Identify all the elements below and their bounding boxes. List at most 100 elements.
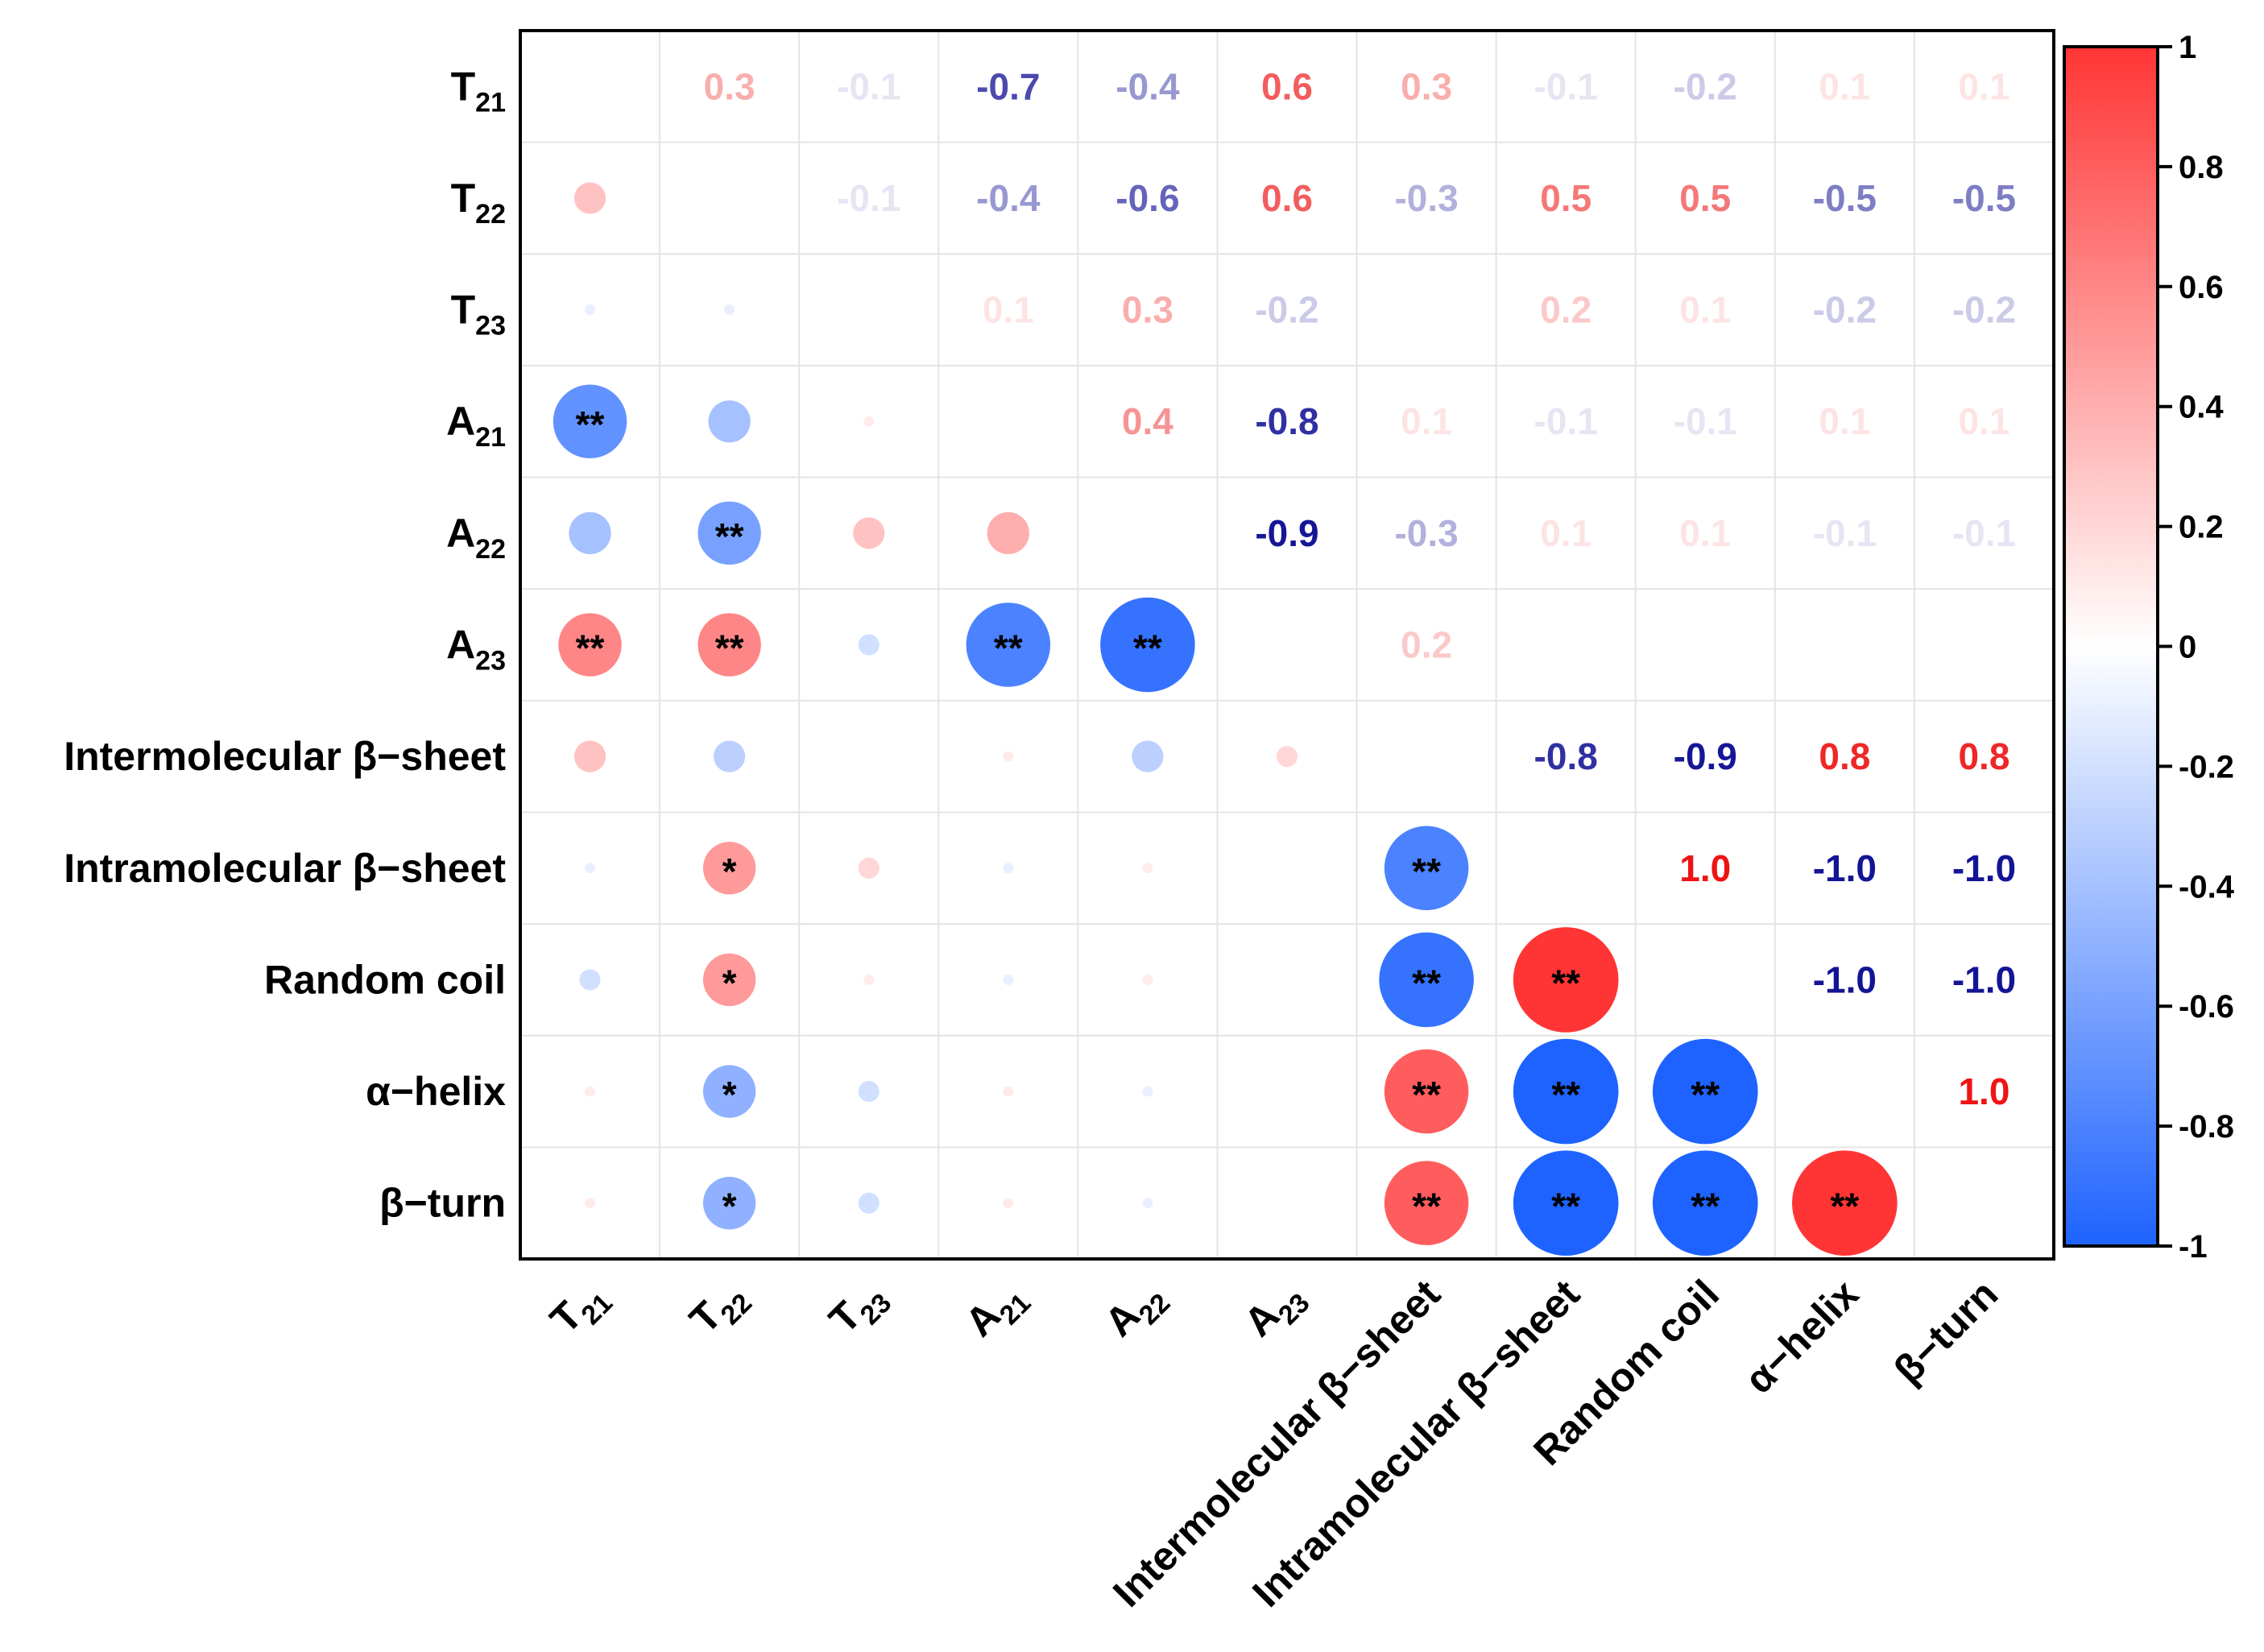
correlation-circle [702, 1177, 756, 1230]
correlation-circle [702, 1065, 756, 1118]
correlation-circle [987, 511, 1029, 554]
correlation-value: -0.2 [1255, 289, 1318, 331]
correlation-circle [585, 1198, 596, 1209]
correlation-circle [1003, 974, 1014, 985]
grid-lines [520, 31, 2054, 1259]
correlation-circle [1285, 1201, 1289, 1205]
correlation-circle [1384, 1049, 1469, 1134]
correlation-value: 0.6 [1261, 65, 1313, 107]
correlation-circle [573, 740, 606, 772]
correlation-value: 0.3 [704, 65, 755, 107]
x-axis-label: A22 [1096, 1271, 1177, 1352]
correlation-value: -1.0 [1952, 958, 2016, 1000]
colorbar-tick-label: 0.2 [2179, 510, 2224, 545]
correlation-value: -1.0 [1813, 847, 1877, 889]
correlation-value: -0.9 [1674, 735, 1737, 777]
correlation-value: 0.6 [1261, 177, 1313, 219]
y-axis-label: α−helix [366, 1069, 506, 1114]
significance-marker: ** [1412, 962, 1441, 1004]
correlation-circle [1276, 746, 1298, 768]
correlation-circle [579, 969, 601, 991]
correlation-value: 1.0 [1679, 847, 1731, 889]
correlation-value: -1.0 [1952, 847, 2016, 889]
correlation-value: 0.8 [1819, 735, 1870, 777]
x-axis-label: T22 [681, 1271, 758, 1348]
y-axis-label: Intermolecular β−sheet [64, 734, 506, 779]
y-axis-labels: T21 T22 T23 A21 A22 A23 Intermolecular β−sheet… [64, 64, 506, 1225]
y-axis-label: Random coil [264, 957, 506, 1002]
correlation-circle [585, 304, 596, 316]
significance-marker: ** [1412, 851, 1441, 892]
colorbar-tick-label: 0 [2179, 630, 2196, 665]
correlation-circle [569, 511, 611, 554]
y-axis-label: T22 [451, 176, 506, 230]
correlation-circle [1003, 1198, 1014, 1209]
correlation-value: 0.3 [1401, 65, 1452, 107]
correlation-value: 1.0 [1958, 1070, 2009, 1112]
significance-marker: ** [1412, 1186, 1441, 1228]
correlation-circle [1652, 1038, 1758, 1145]
correlation-value: 0.1 [1958, 400, 2009, 442]
correlation-value: -0.4 [976, 177, 1041, 219]
colorbar-tick-label: 0.6 [2179, 270, 2224, 305]
y-axis-label: T23 [451, 288, 506, 342]
correlation-circle [558, 613, 622, 677]
colorbar-tick-label: 0.8 [2179, 150, 2224, 185]
colorbar-gradient [2063, 45, 2159, 1248]
correlation-circle [858, 1192, 880, 1214]
correlation-circle [1384, 826, 1469, 911]
correlation-value: -0.1 [837, 65, 900, 107]
correlation-circle [1652, 1150, 1758, 1256]
correlation-circle [867, 755, 871, 759]
significance-marker: * [722, 1074, 737, 1116]
correlation-circle [714, 740, 746, 772]
correlation-circle [1003, 1086, 1014, 1097]
correlation-value: 0.0 [1679, 624, 1731, 666]
significance-marker: ** [576, 627, 605, 669]
correlation-value: 0.8 [1958, 735, 2009, 777]
correlation-circle [702, 953, 756, 1007]
x-axis-label: A21 [957, 1271, 1037, 1352]
correlation-value: -0.1 [837, 177, 900, 219]
correlation-circle [858, 634, 880, 656]
correlation-circle [697, 501, 761, 565]
correlation-value: -0.2 [1813, 289, 1877, 331]
correlation-value: 0.1 [1401, 400, 1452, 442]
correlation-value: -0.2 [1952, 289, 2016, 331]
correlation-circle [1513, 927, 1619, 1033]
correlation-value: 0.0 [1819, 624, 1870, 666]
y-axis-label: Intramolecular β−sheet [64, 846, 506, 891]
correlation-value: -0.1 [1952, 512, 2016, 554]
colorbar-tick-label: 0.4 [2179, 390, 2224, 425]
significance-marker: ** [1551, 1074, 1580, 1116]
correlation-value: 0.3 [1122, 289, 1173, 331]
correlation-circle [863, 974, 875, 985]
correlation-value: 0.2 [1401, 624, 1452, 666]
significance-marker: ** [576, 404, 605, 445]
significance-marker: ** [1691, 1186, 1720, 1228]
significance-marker: ** [1551, 1186, 1580, 1228]
y-axis-label: T21 [451, 64, 506, 118]
correlation-circle [858, 1080, 880, 1103]
significance-marker: ** [1133, 627, 1162, 669]
correlation-value: -0.9 [1255, 512, 1318, 554]
correlation-circle [966, 602, 1051, 687]
correlation-value: 0.1 [1540, 512, 1591, 554]
significance-marker: ** [715, 515, 744, 557]
significance-marker: ** [1412, 1074, 1441, 1116]
correlation-value: 0.5 [1679, 177, 1731, 219]
correlation-circle [1142, 863, 1153, 874]
correlation-value: -0.4 [1115, 65, 1180, 107]
correlation-value: -0.3 [1394, 512, 1458, 554]
correlation-circle [1100, 597, 1195, 693]
colorbar-tick-label: -0.8 [2179, 1109, 2234, 1145]
correlation-circle [585, 863, 596, 874]
correlation-value: -0.5 [1952, 177, 2016, 219]
correlation-circle [853, 517, 885, 549]
correlation-circle [1142, 1086, 1153, 1097]
correlation-circle [1285, 978, 1289, 982]
correlation-circle [1792, 1150, 1898, 1256]
correlation-value: 0.4 [1122, 400, 1173, 442]
